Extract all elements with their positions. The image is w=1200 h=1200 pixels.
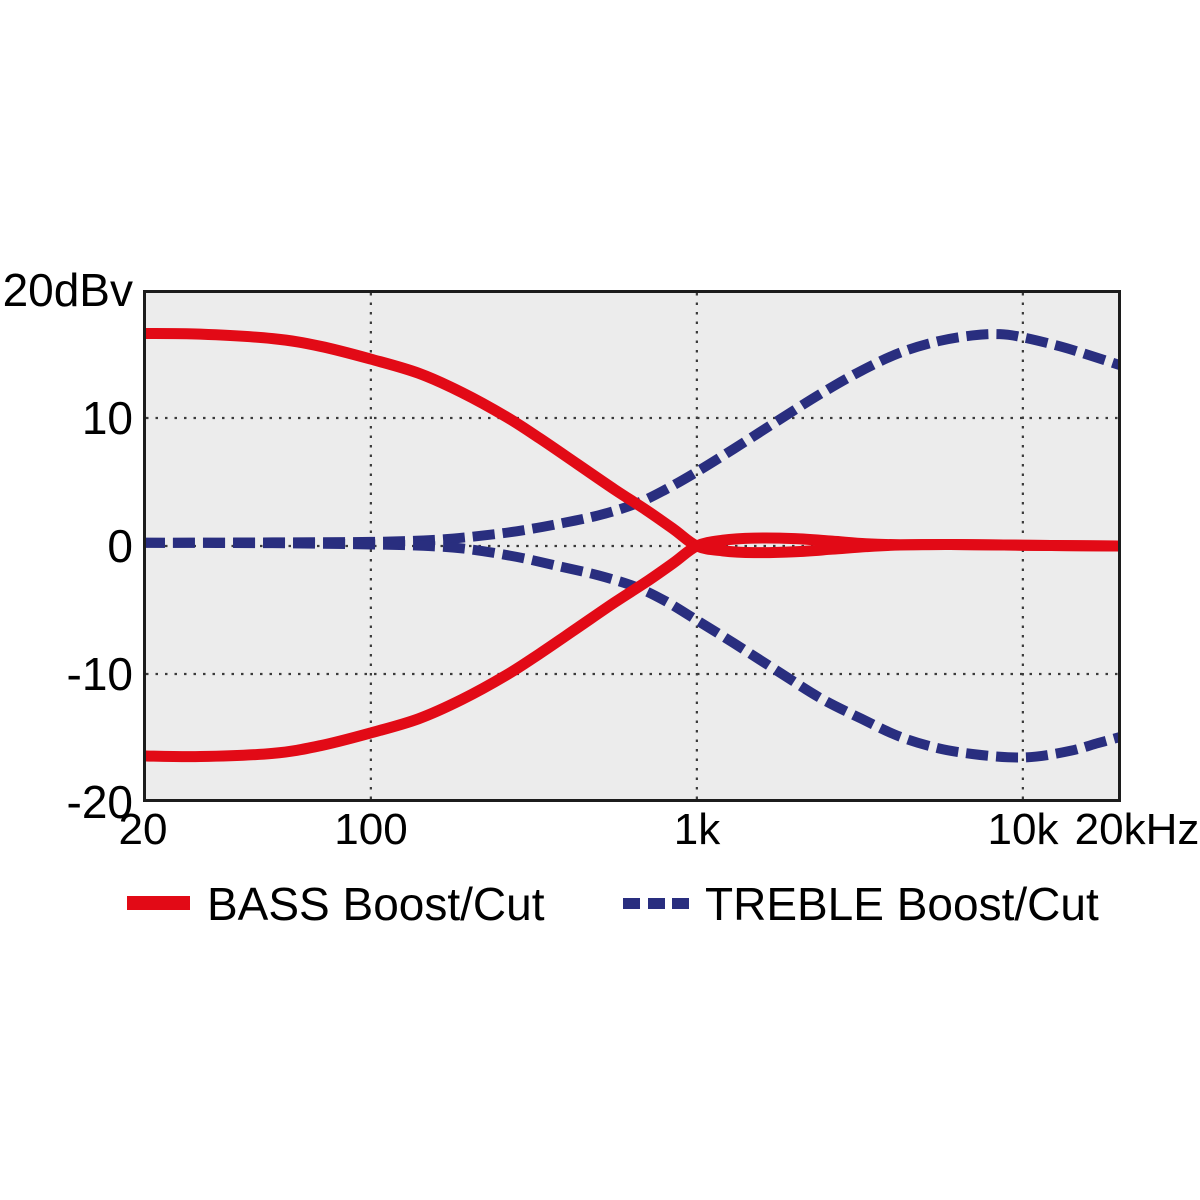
y-tick-neg10: -10 — [66, 648, 133, 700]
y-tick-0: 0 — [107, 520, 133, 572]
bass-legend-label: BASS Boost/Cut — [207, 878, 545, 930]
treble-dash-icon — [672, 898, 689, 909]
x-tick-20khz: 20kHz — [1074, 805, 1200, 854]
plot-svg — [143, 290, 1121, 802]
treble-legend-swatch — [623, 898, 689, 909]
bass-legend-swatch — [127, 896, 190, 910]
treble-dash-icon — [647, 898, 665, 909]
y-tick-20dbv: 20dBv — [2, 264, 133, 316]
treble-legend-label: TREBLE Boost/Cut — [705, 878, 1099, 930]
x-tick-100: 100 — [334, 805, 408, 854]
y-tick-10: 10 — [81, 392, 133, 444]
y-tick-neg20: -20 — [66, 776, 133, 828]
treble-cut-curve — [146, 537, 1118, 763]
x-tick-20: 20 — [118, 805, 168, 854]
x-tick-1k: 1k — [673, 805, 721, 854]
plot-area — [143, 290, 1121, 802]
bass-cut-curve — [146, 532, 1118, 763]
treble-dash-icon — [623, 898, 640, 909]
treble-boost-curve — [146, 329, 1118, 548]
x-tick-10k: 10k — [987, 805, 1059, 854]
